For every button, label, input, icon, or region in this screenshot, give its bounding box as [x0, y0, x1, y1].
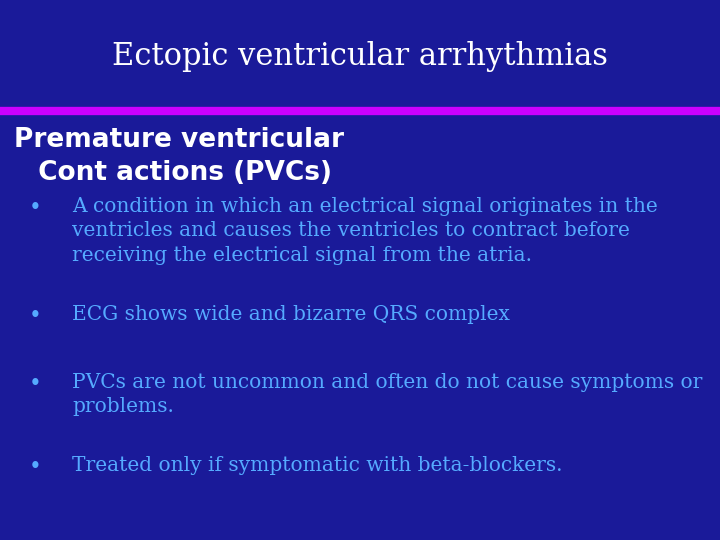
Text: •: • [29, 305, 42, 327]
Text: Treated only if symptomatic with beta-blockers.: Treated only if symptomatic with beta-bl… [72, 456, 562, 475]
Text: ECG shows wide and bizarre QRS complex: ECG shows wide and bizarre QRS complex [72, 305, 510, 324]
Text: Premature ventricular: Premature ventricular [14, 127, 344, 153]
Text: Cont actions (PVCs): Cont actions (PVCs) [29, 160, 332, 186]
Text: •: • [29, 373, 42, 395]
Text: •: • [29, 456, 42, 478]
Text: A condition in which an electrical signal originates in the ventricles and cause: A condition in which an electrical signa… [72, 197, 658, 265]
Text: •: • [29, 197, 42, 219]
Text: PVCs are not uncommon and often do not cause symptoms or problems.: PVCs are not uncommon and often do not c… [72, 373, 703, 416]
Text: Ectopic ventricular arrhythmias: Ectopic ventricular arrhythmias [112, 41, 608, 72]
